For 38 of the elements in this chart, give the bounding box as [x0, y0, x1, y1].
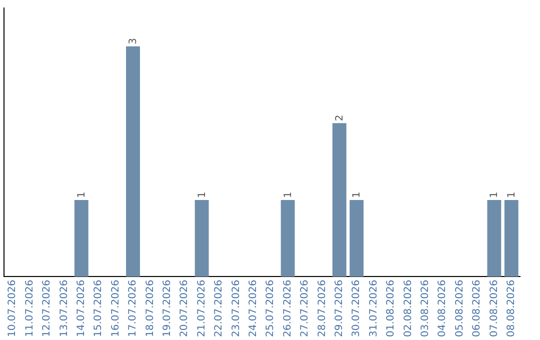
data-label: 2 [334, 114, 346, 122]
x-tick-label: 28.07.2026 [316, 280, 328, 338]
data-label: 1 [76, 192, 88, 198]
x-tick-label: 04.08.2026 [437, 280, 448, 338]
x-tick-label: 07.08.2026 [488, 280, 500, 338]
x-tick-label: 11.07.2026 [24, 280, 36, 338]
data-label: 3 [128, 38, 139, 44]
x-tick-label: 19.07.2026 [162, 280, 173, 338]
x-tick-label: 20.07.2026 [179, 280, 190, 338]
x-tick-label: 25.07.2026 [265, 280, 276, 338]
x-tick-label: 01.08.2026 [386, 280, 397, 338]
x-tick-label: 08.08.2026 [506, 280, 517, 338]
data-label: 1 [196, 192, 208, 198]
x-tick-label: 13.07.2026 [58, 280, 70, 338]
x-tick-label: 06.08.2026 [472, 280, 483, 338]
x-tick-label: 05.08.2026 [454, 280, 466, 338]
x-tick-label: 29.07.2026 [334, 280, 345, 338]
x-tick-label: 10.07.2026 [7, 280, 18, 338]
data-label: 1 [282, 192, 294, 198]
data-label: 1 [489, 192, 500, 198]
x-tick-label: 27.07.2026 [300, 280, 311, 338]
x-tick-label: 22.07.2026 [214, 280, 225, 338]
x-tick-label: 16.07.2026 [110, 280, 122, 338]
x-tick-label: 17.07.2026 [128, 280, 139, 338]
data-label: 1 [352, 192, 363, 198]
x-tick-label: 14.07.2026 [76, 280, 87, 338]
x-tick-label: 24.07.2026 [248, 280, 259, 338]
x-tick-label: 18.07.2026 [144, 280, 156, 338]
x-tick-label: 02.08.2026 [402, 280, 414, 338]
data-label: 1 [506, 192, 518, 198]
x-tick-label: 31.07.2026 [368, 280, 380, 338]
x-tick-label: 21.07.2026 [196, 280, 208, 338]
x-tick-label: 12.07.2026 [42, 280, 53, 338]
x-tick-label: 03.08.2026 [420, 280, 431, 338]
x-tick-label: 30.07.2026 [351, 280, 362, 338]
x-tick-label: 15.07.2026 [93, 280, 104, 338]
x-tick-label: 23.07.2026 [230, 280, 242, 338]
x-tick-label: 26.07.2026 [282, 280, 294, 338]
